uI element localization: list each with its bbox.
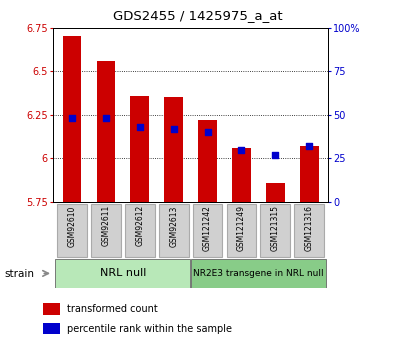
Bar (55, 259, 190, 288)
Point (69, 116, 75, 121)
Bar (96, 61, 115, 202)
Bar (164, 97, 183, 202)
Bar (300, 146, 318, 202)
Point (103, 116, 109, 121)
Text: strain: strain (5, 269, 35, 279)
Text: GSM92613: GSM92613 (169, 205, 178, 247)
Text: GSM92611: GSM92611 (102, 205, 110, 246)
FancyBboxPatch shape (57, 204, 87, 257)
FancyBboxPatch shape (91, 204, 121, 257)
Text: GDS2455 / 1425975_a_at: GDS2455 / 1425975_a_at (113, 9, 282, 22)
FancyBboxPatch shape (159, 204, 188, 257)
Text: NR2E3 transgene in NRL null: NR2E3 transgene in NRL null (193, 269, 324, 278)
Text: NRL null: NRL null (100, 268, 146, 278)
Text: transformed count: transformed count (67, 304, 158, 314)
Bar (43, 304, 60, 315)
Point (137, 124, 143, 130)
FancyBboxPatch shape (193, 204, 222, 257)
Bar (191, 259, 326, 288)
Text: GSM121249: GSM121249 (237, 205, 246, 251)
Text: GSM92612: GSM92612 (135, 205, 144, 246)
FancyBboxPatch shape (226, 204, 256, 257)
Text: GSM121242: GSM121242 (203, 205, 212, 251)
Point (204, 129, 211, 135)
Text: GSM92610: GSM92610 (68, 205, 77, 247)
Point (306, 143, 312, 149)
Text: GSM121316: GSM121316 (305, 205, 314, 251)
FancyBboxPatch shape (125, 204, 155, 257)
Bar (198, 120, 217, 202)
Bar (63, 36, 81, 202)
FancyBboxPatch shape (260, 204, 290, 257)
Bar (266, 183, 285, 202)
Bar (130, 96, 149, 202)
Point (238, 147, 245, 152)
Bar (232, 148, 251, 202)
FancyBboxPatch shape (294, 204, 324, 257)
Text: percentile rank within the sample: percentile rank within the sample (67, 324, 232, 334)
Text: GSM121315: GSM121315 (271, 205, 280, 251)
Bar (43, 323, 60, 334)
Point (171, 126, 177, 131)
Point (272, 152, 278, 158)
